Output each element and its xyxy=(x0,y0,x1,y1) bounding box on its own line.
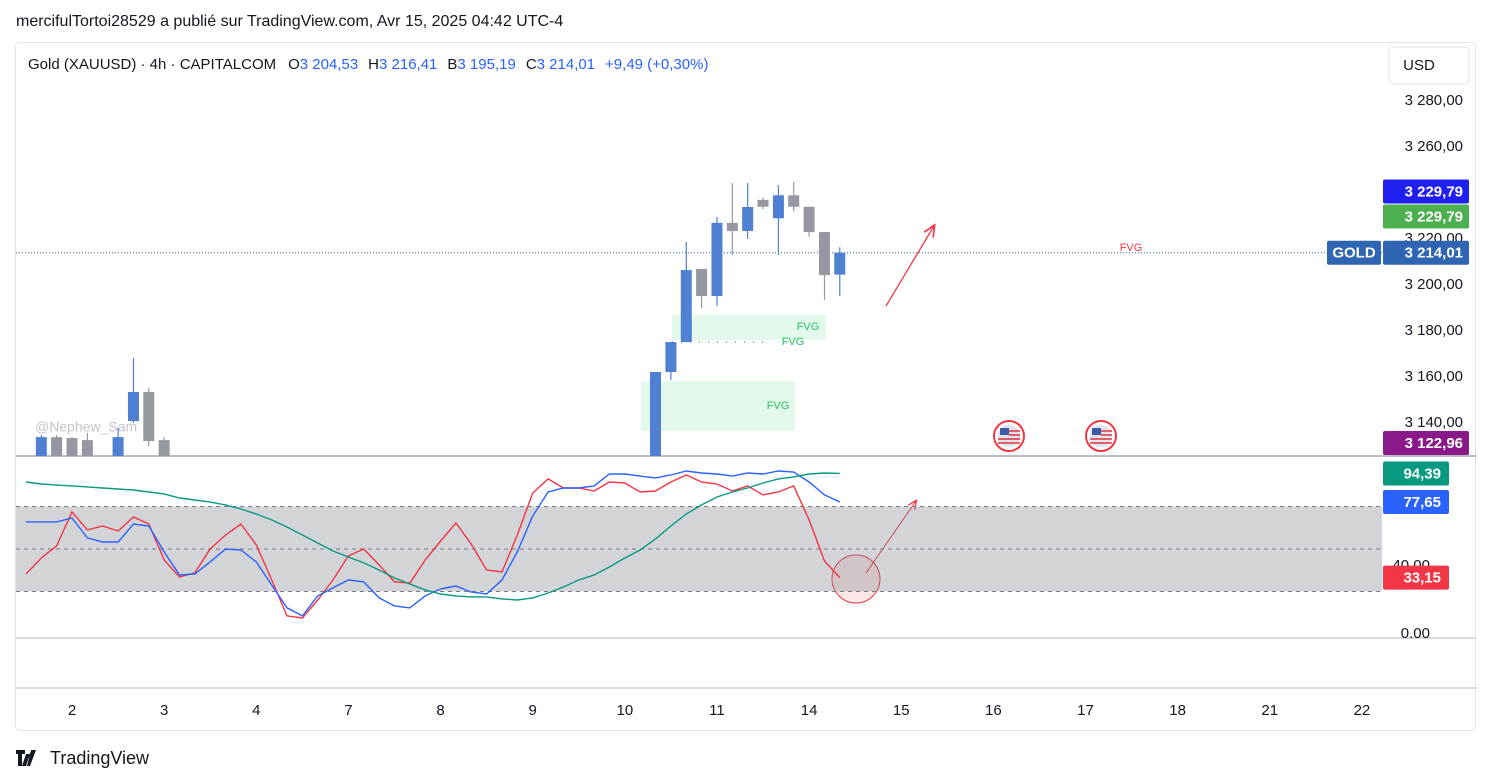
candle-body xyxy=(127,392,139,422)
legend-value: 3 214,01 xyxy=(537,56,595,73)
candle-body xyxy=(35,437,47,456)
candle-body xyxy=(66,438,78,456)
candle-body xyxy=(696,268,708,297)
x-tick-label: 17 xyxy=(1077,702,1094,719)
header: mercifulTortoi28529 a publié sur Trading… xyxy=(16,13,563,30)
brand-text: TradingView xyxy=(50,748,150,768)
candle-body xyxy=(726,222,738,231)
value-badge-label: 94,39 xyxy=(1403,465,1441,482)
x-tick-label: 11 xyxy=(709,702,725,719)
legend-change: +9,49 (+0,30%) xyxy=(605,56,708,73)
candle-body xyxy=(711,222,723,297)
value-badge xyxy=(1383,461,1449,486)
candle-body xyxy=(772,195,784,219)
value-badge-label: 77,65 xyxy=(1403,494,1441,511)
legend-key: C xyxy=(526,56,537,73)
price-badge-label: 3 229,79 xyxy=(1405,183,1463,200)
candle-body xyxy=(143,392,155,442)
y-tick-label: 3 160,00 xyxy=(1405,368,1463,385)
candle-body xyxy=(51,437,63,456)
candle-body xyxy=(788,195,800,207)
candle-body xyxy=(757,199,769,207)
legend-title: Gold (XAUUSD) · 4h · CAPITALCOM xyxy=(28,56,276,73)
legend-key: H xyxy=(368,56,379,73)
fvg-label: FVG xyxy=(782,336,805,348)
y-tick-label: 3 180,00 xyxy=(1405,322,1463,339)
watermark: @Nephew_Sam xyxy=(35,419,137,435)
candle-body xyxy=(665,342,677,373)
oscillator-line xyxy=(25,474,841,619)
value-badge xyxy=(1383,489,1449,514)
event-flag[interactable] xyxy=(993,420,1025,452)
currency: USD xyxy=(1403,57,1435,74)
legend-key: O xyxy=(288,56,300,73)
fvg-label: FVG xyxy=(797,321,820,333)
legend-key: B xyxy=(447,56,457,73)
y-tick-label: 3 260,00 xyxy=(1405,138,1463,155)
x-tick-label: 4 xyxy=(252,702,260,719)
price-badge-label: 3 122,96 xyxy=(1405,435,1463,452)
brand: TradingView xyxy=(16,748,150,768)
candle-body xyxy=(680,270,692,343)
x-tick-label: 7 xyxy=(344,702,352,719)
candle-body xyxy=(803,206,815,233)
value-badge-label: 33,15 xyxy=(1403,570,1441,587)
y-tick-label: 3 140,00 xyxy=(1405,414,1463,431)
price-badge xyxy=(1383,240,1469,265)
x-tick-label: 14 xyxy=(801,702,818,719)
candle-body xyxy=(742,207,754,231)
x-tick-label: 2 xyxy=(68,702,76,719)
y-tick-label: 3 200,00 xyxy=(1405,276,1463,293)
fvg-zone xyxy=(641,381,795,431)
candle-body xyxy=(112,437,124,456)
fvg-label: FVG xyxy=(1120,242,1143,254)
x-tick-label: 22 xyxy=(1354,702,1371,719)
currency-button[interactable] xyxy=(1388,46,1470,85)
candle-body xyxy=(158,440,170,456)
event-flag[interactable] xyxy=(1085,420,1117,452)
candle-body xyxy=(818,232,830,276)
x-tick-label: 10 xyxy=(616,702,633,719)
oscillator-line xyxy=(25,472,840,601)
oscillator xyxy=(16,470,1382,619)
candle-body xyxy=(81,440,93,456)
candle-body xyxy=(650,372,662,456)
fvg-zone xyxy=(672,315,826,340)
price-badge xyxy=(1383,179,1469,204)
x-tick-label: 16 xyxy=(985,702,1002,719)
x-tick-label: 21 xyxy=(1261,702,1278,719)
arrow xyxy=(865,501,916,574)
y-tick-label: 0.00 xyxy=(1401,625,1430,642)
x-tick-label: 8 xyxy=(436,702,444,719)
x-tick-label: 3 xyxy=(160,702,168,719)
price-badge-label: 3 214,01 xyxy=(1405,245,1463,262)
x-tick-label: 15 xyxy=(893,702,910,719)
value-badge xyxy=(1383,565,1449,590)
price-badge xyxy=(1383,204,1469,229)
legend: Gold (XAUUSD) · 4h · CAPITALCOM O3 204,53… xyxy=(28,56,708,73)
price-badge xyxy=(1383,431,1469,455)
symbol-badge-label: GOLD xyxy=(1332,245,1375,262)
candles xyxy=(35,181,846,456)
x-tick-label: 18 xyxy=(1169,702,1186,719)
price-badge-label: 3 229,79 xyxy=(1405,208,1463,225)
legend-value: 3 195,19 xyxy=(457,56,515,73)
x-tick-label: 9 xyxy=(529,702,537,719)
legend-value: 3 216,41 xyxy=(379,56,437,73)
fvg-label: FVG xyxy=(767,400,790,412)
candle-body xyxy=(834,252,846,275)
y-tick-label: 3 280,00 xyxy=(1405,92,1463,109)
arrow xyxy=(885,226,934,307)
legend-value: 3 204,53 xyxy=(300,56,358,73)
symbol-badge xyxy=(1327,240,1381,265)
